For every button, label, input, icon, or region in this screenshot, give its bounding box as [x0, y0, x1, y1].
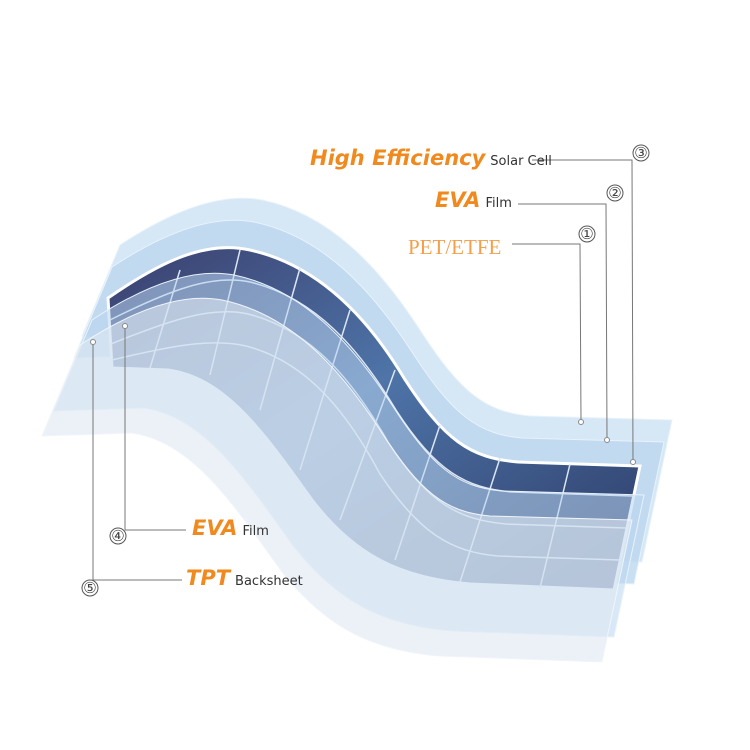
label-text: Film [485, 196, 511, 211]
leader-dot [122, 323, 128, 329]
number-circle [606, 184, 624, 202]
leader-line [512, 243, 582, 423]
labels: ③ High Efficiency Solar Cell ② EVA Film ① … [83, 144, 647, 597]
layer-label: EVA Film [435, 188, 512, 212]
label-bold: High Efficiency [310, 146, 487, 170]
number-circle [632, 144, 650, 162]
leader-line [532, 159, 634, 463]
layer-number: ④ [111, 527, 124, 545]
layer-number: ③ [634, 144, 647, 162]
layer-label: EVA Film [192, 516, 269, 540]
leader-dot [630, 459, 636, 465]
layer-number: ② [608, 184, 621, 202]
leader-line [518, 203, 608, 441]
layers [41, 197, 673, 663]
leader-dot [604, 437, 610, 443]
leader-line [92, 342, 182, 581]
label-bold: EVA [435, 188, 480, 212]
leaders [81, 144, 650, 597]
layer-label: TPT Backsheet [186, 566, 303, 590]
label-bold: TPT [186, 566, 232, 590]
layer-number: ① [580, 225, 593, 243]
layer-number: ⑤ [83, 579, 96, 597]
label-bold: PET/ETFE [408, 235, 501, 259]
label-text: Solar Cell [490, 154, 552, 169]
number-circle [109, 527, 127, 545]
label-text: Backsheet [235, 574, 303, 589]
label-bold: EVA [192, 516, 237, 540]
number-circle [81, 579, 99, 597]
layer-label: High Efficiency Solar Cell [310, 146, 552, 170]
label-text: Film [242, 524, 268, 539]
leader-line [124, 326, 186, 531]
leader-dot [90, 339, 96, 345]
leader-dot [578, 419, 584, 425]
number-circle [578, 225, 596, 243]
